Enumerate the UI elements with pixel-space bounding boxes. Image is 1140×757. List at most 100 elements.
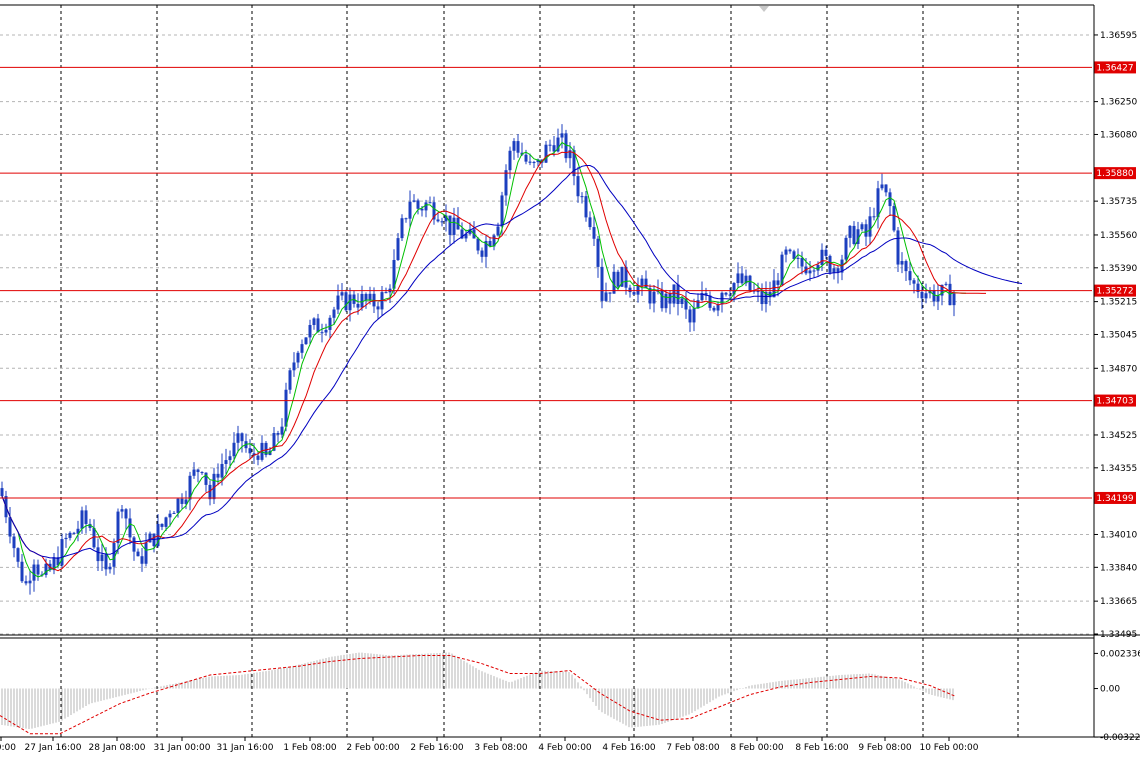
candle: [776, 273, 780, 297]
candle-body: [224, 460, 228, 464]
candle-body: [560, 133, 564, 138]
level-label-bg-3: [1094, 394, 1136, 407]
candle: [316, 313, 320, 333]
candle: [528, 153, 532, 166]
candle-body: [572, 150, 576, 177]
candle-body: [784, 249, 788, 255]
candle-body: [892, 206, 896, 231]
candle-body: [404, 218, 408, 220]
candle: [188, 471, 192, 511]
candle: [296, 350, 300, 369]
level-label-bg-1: [1094, 167, 1136, 180]
candle: [812, 268, 816, 278]
candle-body: [72, 532, 76, 534]
candle-body: [300, 344, 304, 353]
candle: [904, 259, 908, 282]
candle-body: [568, 150, 572, 159]
candle-body: [692, 308, 696, 323]
candle-body: [688, 309, 692, 323]
candle: [896, 227, 900, 272]
candle-body: [272, 433, 276, 451]
osc-tick-label-0: 0.002336: [1100, 649, 1140, 659]
price-tick-label-7: 1.35390: [1100, 264, 1137, 274]
candle-body: [220, 463, 224, 478]
price-axis: 1.36595 1.36250 1.36080 1.35735 1.35560 1.353…: [1094, 31, 1137, 640]
candle-body: [176, 498, 180, 513]
price-tick-label-11: 1.34870: [1100, 364, 1137, 374]
candle-body: [552, 145, 556, 152]
candle: [144, 532, 148, 567]
candle-body: [748, 275, 752, 291]
candle-body: [408, 201, 412, 219]
time-tick-label-14: 9 Feb 08:00: [858, 743, 912, 753]
candle-body: [16, 548, 20, 562]
candle: [592, 215, 596, 246]
candle: [348, 287, 352, 322]
candle: [160, 523, 164, 531]
candle-body: [192, 469, 196, 476]
time-tick-label-9: 4 Feb 00:00: [538, 743, 592, 753]
candle-body: [416, 200, 420, 209]
candle: [788, 248, 792, 254]
candle-body: [324, 329, 328, 333]
candle-body: [212, 473, 216, 500]
candle-body: [832, 268, 836, 273]
candle-body: [336, 295, 340, 310]
candle: [20, 553, 24, 584]
candle-body: [284, 389, 288, 427]
candle: [100, 543, 104, 572]
candle: [828, 254, 832, 275]
candle-body: [524, 154, 528, 162]
candle: [264, 440, 268, 458]
candle-body: [400, 218, 404, 239]
candle-body: [308, 325, 312, 338]
candle-body: [452, 217, 456, 235]
time-tick-label-6: 2 Feb 00:00: [346, 743, 400, 753]
candle-body: [384, 292, 388, 294]
candle-body: [880, 184, 884, 189]
candle-body: [836, 268, 840, 273]
candle: [228, 450, 232, 469]
candle-body: [292, 362, 296, 371]
candle-body: [848, 225, 852, 238]
candle: [484, 234, 488, 268]
candle-body: [24, 581, 28, 584]
candle: [596, 235, 600, 278]
candle: [800, 251, 804, 275]
candle: [24, 575, 28, 586]
candle-body: [492, 235, 496, 247]
candle-body: [156, 523, 160, 547]
candle: [580, 192, 584, 204]
candle: [68, 531, 72, 541]
candle-body: [724, 292, 728, 295]
candle: [728, 287, 732, 299]
candle: [60, 533, 64, 569]
candle-body: [428, 202, 432, 204]
candle: [880, 173, 884, 191]
candle-body: [644, 278, 648, 289]
candle-body: [276, 433, 280, 435]
candle-body: [144, 542, 148, 564]
candle-body: [392, 259, 396, 289]
candle-body: [236, 433, 240, 443]
candle: [920, 282, 924, 310]
candle: [172, 511, 176, 514]
candle-body: [100, 554, 104, 562]
candle-body: [476, 238, 480, 251]
candle: [136, 548, 140, 557]
candle: [248, 439, 252, 460]
candle: [516, 133, 520, 158]
candle-body: [868, 216, 872, 237]
candle: [792, 249, 796, 261]
scroll-marker-icon[interactable]: [759, 6, 769, 12]
candle-body: [440, 221, 444, 223]
candle-body: [800, 257, 804, 267]
candle: [192, 462, 196, 479]
candle: [12, 533, 16, 558]
candle: [628, 284, 632, 298]
candle-body: [296, 352, 300, 363]
candle: [916, 275, 920, 299]
candle-body: [228, 456, 232, 461]
candle-body: [232, 442, 236, 457]
candle-body: [744, 275, 748, 284]
